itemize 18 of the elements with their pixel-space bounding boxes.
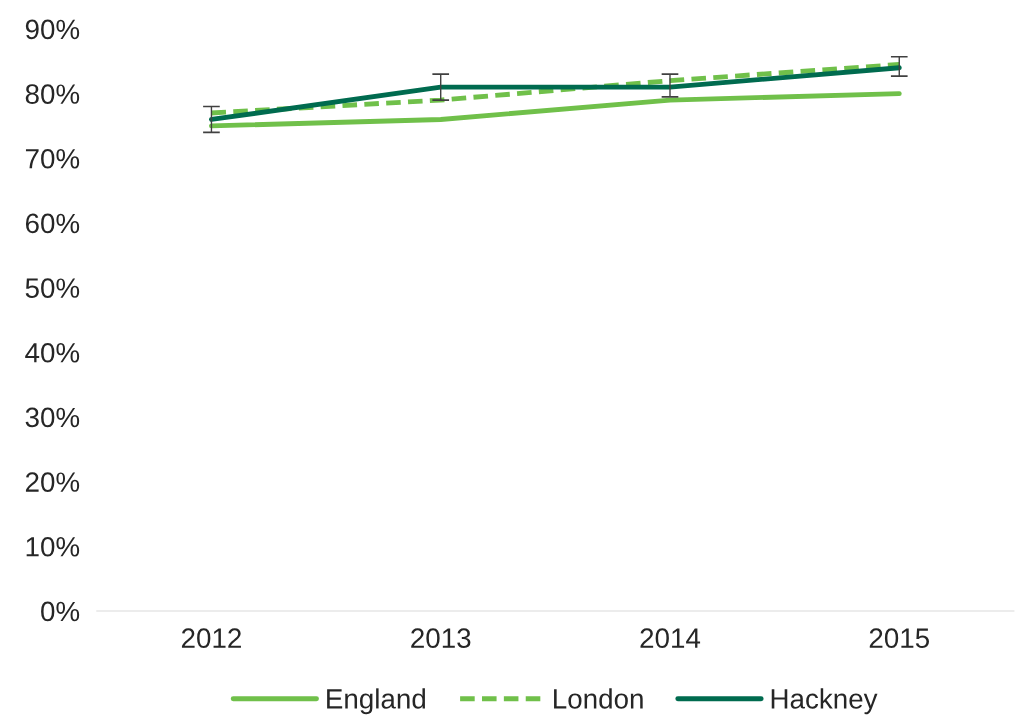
y-tick-label: 30%: [25, 407, 80, 428]
x-tick-label: 2015: [869, 628, 929, 649]
y-tick-label: 0%: [41, 601, 80, 622]
line-series: [209, 91, 902, 129]
y-tick-label: 80%: [25, 84, 80, 104]
legend-label: London: [554, 688, 643, 709]
y-tick-label: 60%: [25, 213, 80, 234]
legend-label: Hackney: [771, 688, 878, 715]
y-tick-label: 50%: [25, 278, 80, 298]
x-tick-label: 2013: [411, 628, 471, 649]
y-tick-label: 10%: [26, 536, 80, 557]
y-tick-label: 70%: [25, 148, 80, 169]
legend-label: England: [327, 688, 425, 715]
y-tick-label: 40%: [25, 342, 80, 363]
x-tick-label: 2014: [640, 628, 701, 649]
y-tick-label: 90%: [25, 19, 80, 40]
x-tick-label: 2012: [181, 628, 241, 649]
y-tick-label: 20%: [25, 472, 80, 492]
